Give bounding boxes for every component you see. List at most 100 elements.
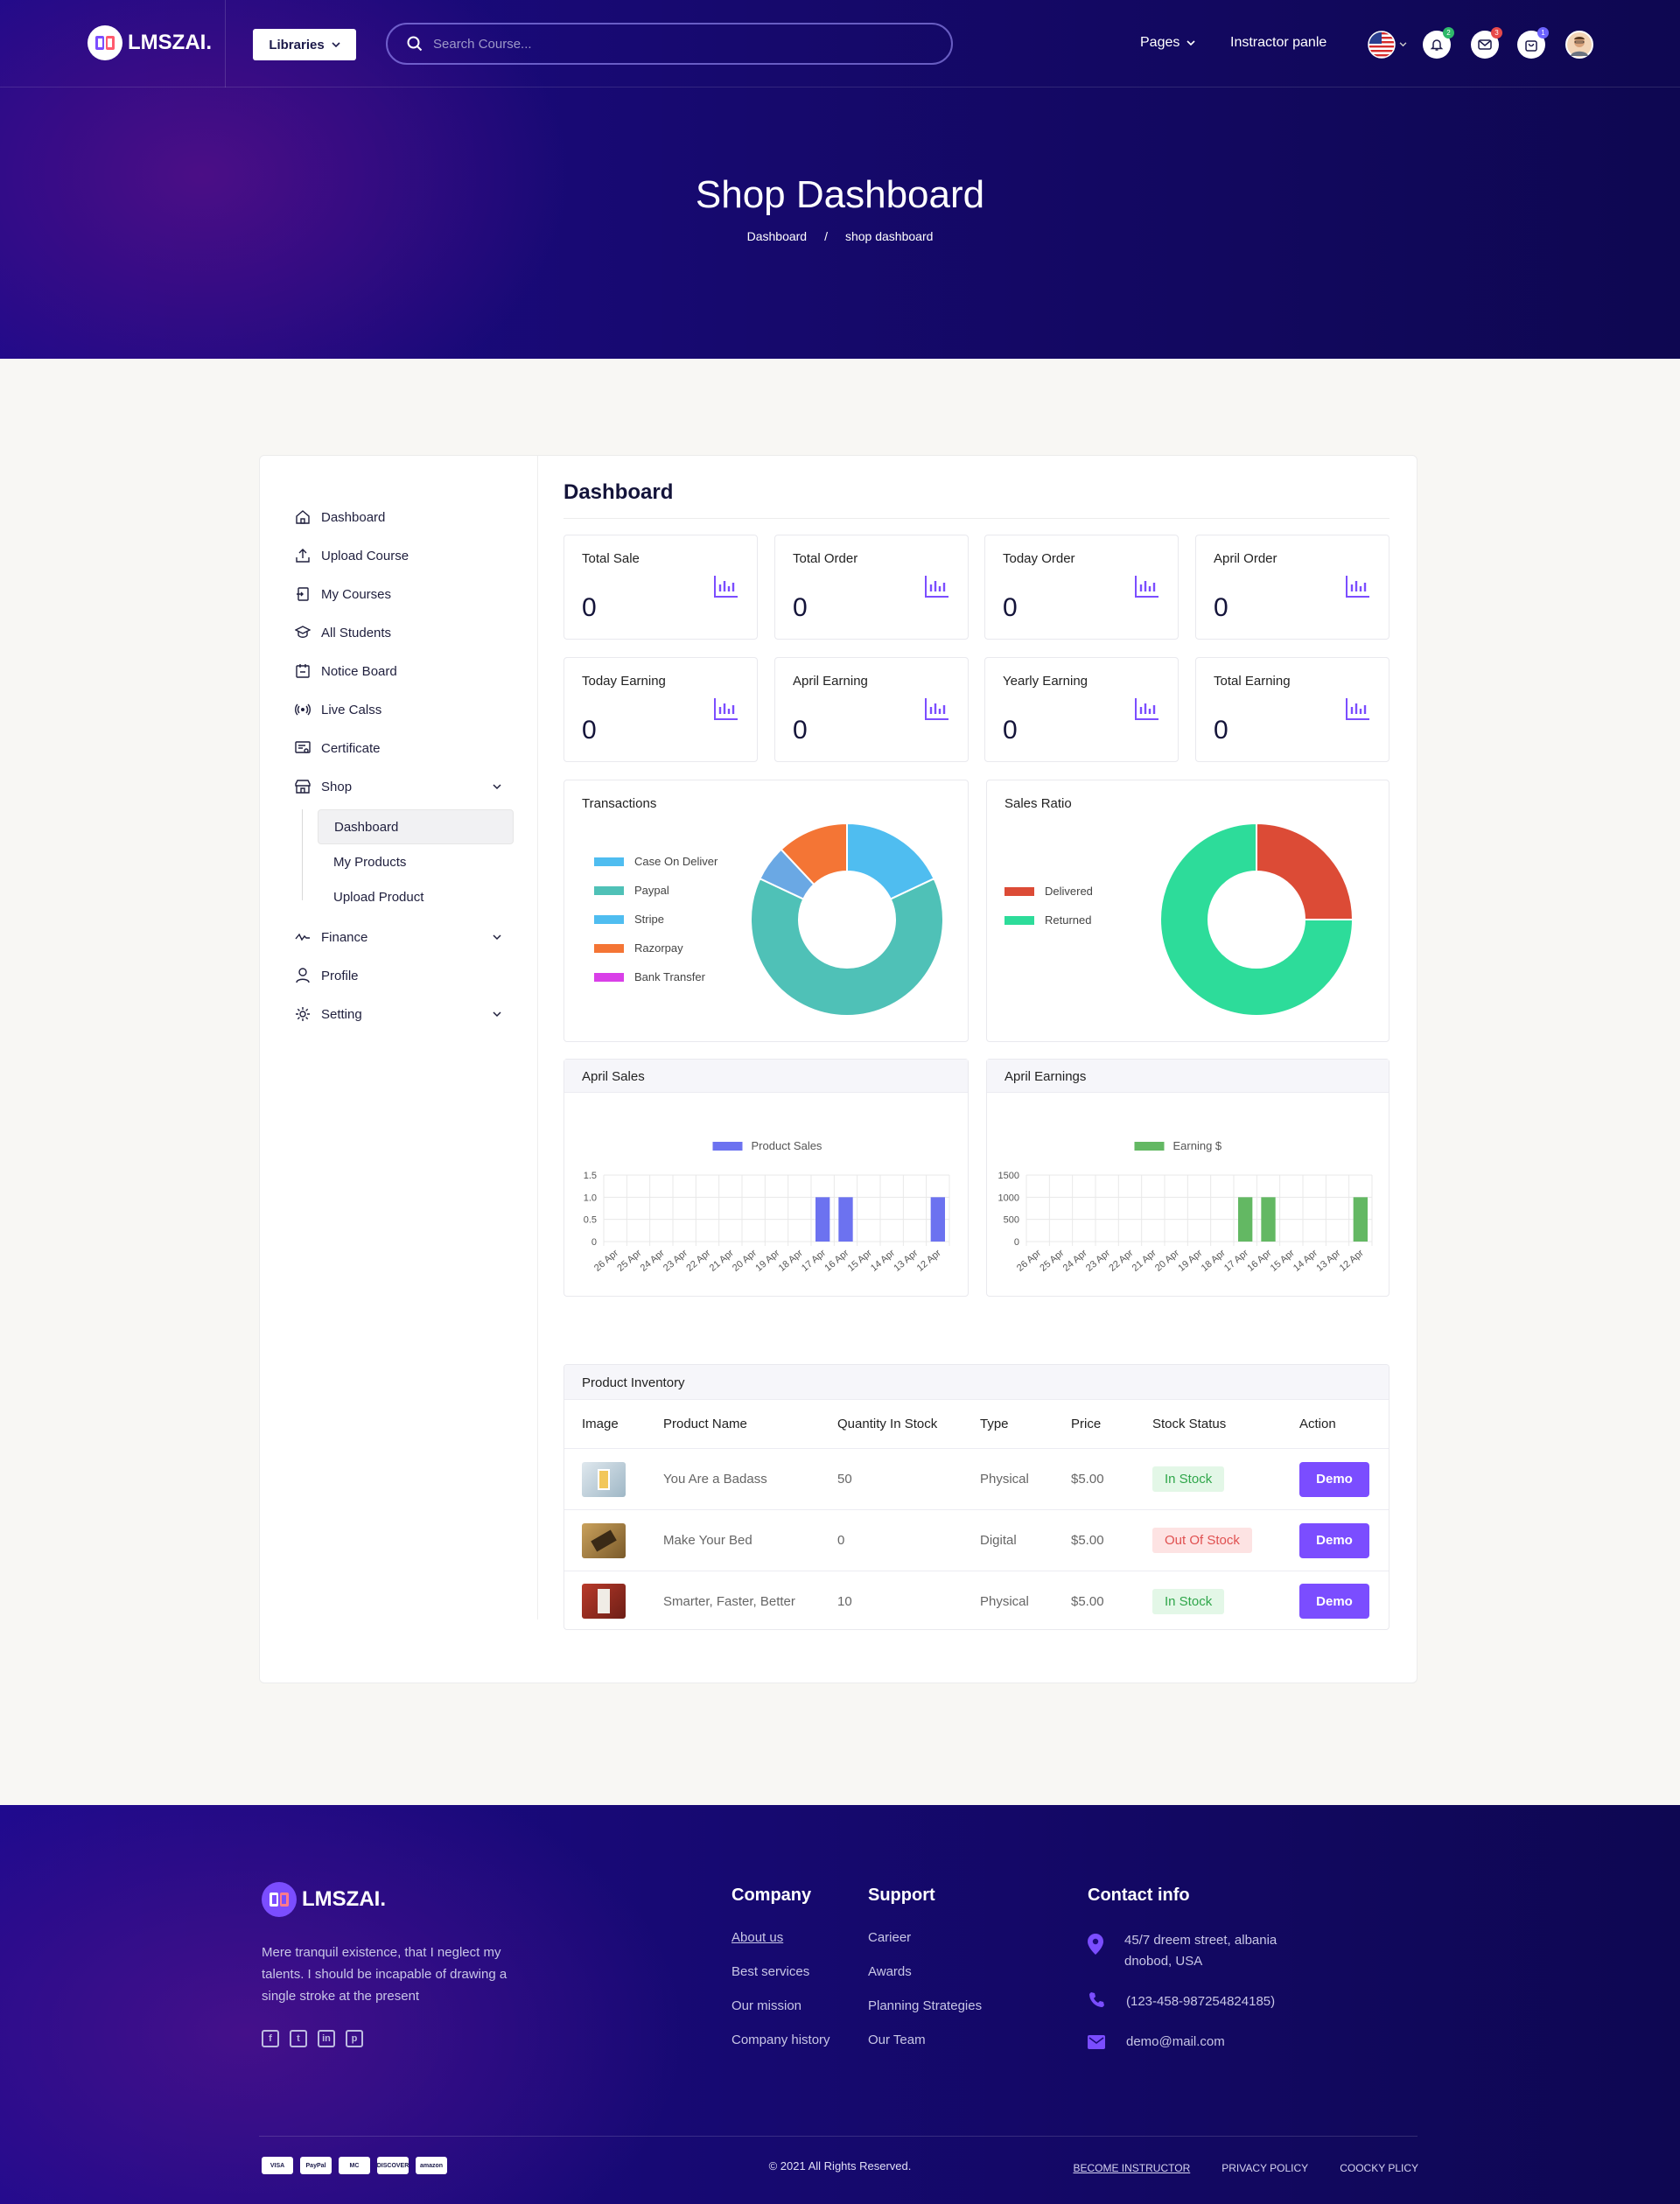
sidebar-item-profile[interactable]: Profile	[295, 956, 514, 995]
cart-button[interactable]: 1	[1517, 27, 1549, 59]
footer-link-carieer[interactable]: Carieer	[868, 1930, 912, 1945]
hero-section: LMSZAI. Libraries Pages Instractor panle	[0, 0, 1680, 359]
x-tick-label: 16 Apr	[1245, 1248, 1273, 1274]
stat-card-yearly-earning: Yearly Earning 0	[984, 657, 1179, 762]
bar[interactable]	[1261, 1197, 1276, 1242]
sidebar-item-live-class[interactable]: Live Calss	[295, 690, 514, 729]
phone-text[interactable]: (123-458-987254824185)	[1126, 1994, 1276, 2009]
facebook-icon[interactable]: f	[262, 2030, 279, 2047]
sidebar-item-dashboard[interactable]: Dashboard	[295, 498, 514, 536]
submenu-item-label: Upload Product	[333, 889, 424, 905]
legend-item[interactable]: Bank Transfer	[594, 962, 718, 991]
notifications-button[interactable]: 2	[1423, 27, 1454, 59]
sidebar-item-shop[interactable]: Shop	[295, 767, 514, 806]
logo-icon	[88, 25, 122, 60]
donut-slice[interactable]	[750, 877, 944, 1017]
donut-slice[interactable]	[1256, 822, 1354, 920]
footer-link-awards[interactable]: Awards	[868, 1964, 912, 1979]
legend-label: Product Sales	[752, 1139, 822, 1152]
sidebar-item-all-students[interactable]: All Students	[295, 613, 514, 652]
messages-button[interactable]: 3	[1471, 27, 1502, 59]
bar[interactable]	[816, 1197, 830, 1242]
legend-label: Returned	[1045, 913, 1092, 927]
footer-link-company-history[interactable]: Company history	[732, 2033, 830, 2047]
bar[interactable]	[1353, 1197, 1368, 1242]
stat-label: Today Order	[1003, 551, 1075, 566]
legend-item[interactable]: Delivered	[1004, 877, 1093, 906]
footer-link-about-us[interactable]: About us	[732, 1930, 784, 1945]
search-input[interactable]	[433, 36, 923, 52]
legend-item[interactable]: Case On Deliver	[594, 847, 718, 876]
footer-link-best-services[interactable]: Best services	[732, 1964, 810, 1979]
cookie-policy-link[interactable]: COOCKY PLICY	[1340, 2162, 1418, 2174]
chevron-down-icon	[493, 1011, 501, 1017]
column-header: Type	[980, 1417, 1009, 1431]
section-title: Dashboard	[564, 480, 1390, 519]
donut-slice[interactable]	[780, 822, 848, 886]
legend-swatch	[1134, 1142, 1165, 1151]
bar[interactable]	[1238, 1197, 1253, 1242]
legend-swatch	[594, 857, 624, 866]
submenu-item-my-products[interactable]: My Products	[318, 844, 514, 879]
shop-submenu: Dashboard My Products Upload Product	[295, 809, 514, 914]
x-tick-label: 14 Apr	[869, 1248, 897, 1274]
privacy-policy-link[interactable]: PRIVACY POLICY	[1222, 2162, 1309, 2174]
legend-item[interactable]: Returned	[1004, 906, 1093, 934]
y-tick-label: 1.0	[584, 1193, 597, 1203]
mail-icon	[1088, 2035, 1105, 2049]
footer-link-our-mission[interactable]: Our mission	[732, 1998, 802, 2013]
libraries-dropdown[interactable]: Libraries	[253, 29, 356, 60]
product-price: $5.00	[1071, 1593, 1104, 1609]
pages-menu[interactable]: Pages	[1140, 35, 1195, 51]
stat-value: 0	[793, 593, 808, 622]
product-type: Physical	[980, 1472, 1029, 1487]
demo-button[interactable]: Demo	[1299, 1584, 1369, 1619]
sidebar-menu: Dashboard Upload Course My Courses All S…	[295, 498, 514, 1033]
breadcrumb-dashboard-link[interactable]: Dashboard	[746, 229, 808, 243]
pinterest-icon[interactable]: p	[346, 2030, 363, 2047]
legend-item[interactable]: Stripe	[594, 905, 718, 934]
demo-button[interactable]: Demo	[1299, 1461, 1369, 1497]
stat-label: April Order	[1214, 551, 1278, 566]
sidebar-item-certificate[interactable]: Certificate	[295, 729, 514, 767]
stat-value: 0	[793, 716, 808, 745]
submenu-item-upload-product[interactable]: Upload Product	[318, 879, 514, 914]
sidebar-item-setting[interactable]: Setting	[295, 995, 514, 1033]
paypal-icon: PayPal	[300, 2157, 332, 2174]
bar[interactable]	[930, 1197, 945, 1242]
email-text[interactable]: demo@mail.com	[1126, 2034, 1225, 2049]
sidebar-item-upload-course[interactable]: Upload Course	[295, 536, 514, 575]
sidebar-item-my-courses[interactable]: My Courses	[295, 575, 514, 613]
footer-link-planning-strategies[interactable]: Planning Strategies	[868, 1998, 983, 2013]
user-avatar[interactable]	[1565, 31, 1593, 59]
legend-item[interactable]: Razorpay	[594, 934, 718, 962]
linkedin-icon[interactable]: in	[318, 2030, 335, 2047]
product-quantity: 50	[837, 1472, 852, 1487]
submenu-line	[302, 809, 303, 900]
legend-label: Case On Deliver	[634, 855, 718, 868]
footer-about: LMSZAI. Mere tranquil existence, that I …	[262, 1882, 515, 2047]
footer-logo[interactable]: LMSZAI.	[262, 1882, 515, 1917]
sidebar-item-notice-board[interactable]: Notice Board	[295, 652, 514, 690]
column-header: Action	[1299, 1417, 1336, 1431]
footer-link-our-team[interactable]: Our Team	[868, 2033, 926, 2047]
language-selector[interactable]	[1368, 31, 1407, 59]
instructor-panel-link[interactable]: Instractor panle	[1230, 35, 1326, 51]
twitter-icon[interactable]: t	[290, 2030, 307, 2047]
visa-icon: VISA	[262, 2157, 293, 2174]
submenu-item-dashboard[interactable]: Dashboard	[318, 809, 514, 844]
donut-slice[interactable]	[1159, 822, 1354, 1017]
contact-email: demo@mail.com	[1088, 2032, 1298, 2053]
chevron-down-icon	[1186, 39, 1195, 45]
mail-icon	[1478, 39, 1492, 50]
legend-item[interactable]: Paypal	[594, 876, 718, 905]
status-badge: In Stock	[1152, 1466, 1225, 1492]
become-instructor-link[interactable]: BECOME INSTRUCTOR	[1073, 2162, 1191, 2174]
sidebar-divider	[537, 456, 538, 1620]
bar[interactable]	[838, 1197, 853, 1242]
address-text: 45/7 dreem street, albania dnobod, USA	[1124, 1933, 1278, 1969]
site-logo[interactable]: LMSZAI.	[88, 25, 212, 60]
sidebar-item-finance[interactable]: Finance	[295, 918, 514, 956]
demo-button[interactable]: Demo	[1299, 1522, 1369, 1558]
